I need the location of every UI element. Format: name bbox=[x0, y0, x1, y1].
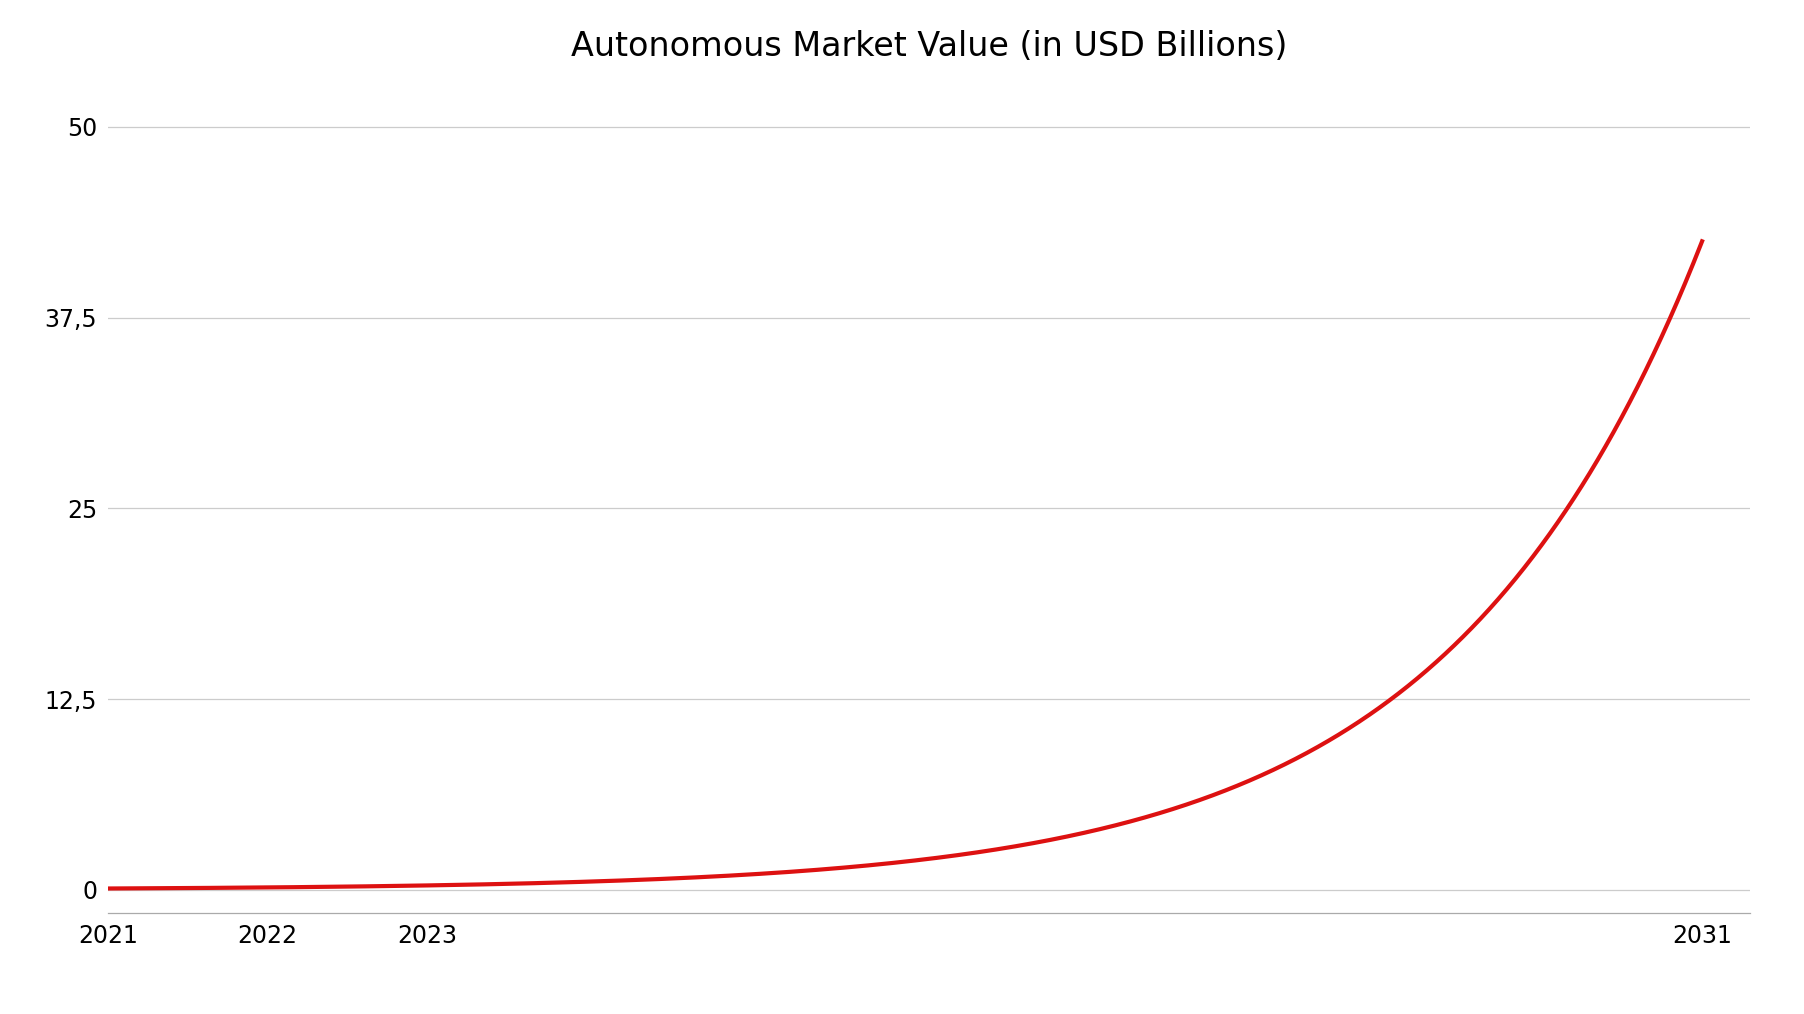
Title: Autonomous Market Value (in USD Billions): Autonomous Market Value (in USD Billions… bbox=[570, 30, 1288, 63]
